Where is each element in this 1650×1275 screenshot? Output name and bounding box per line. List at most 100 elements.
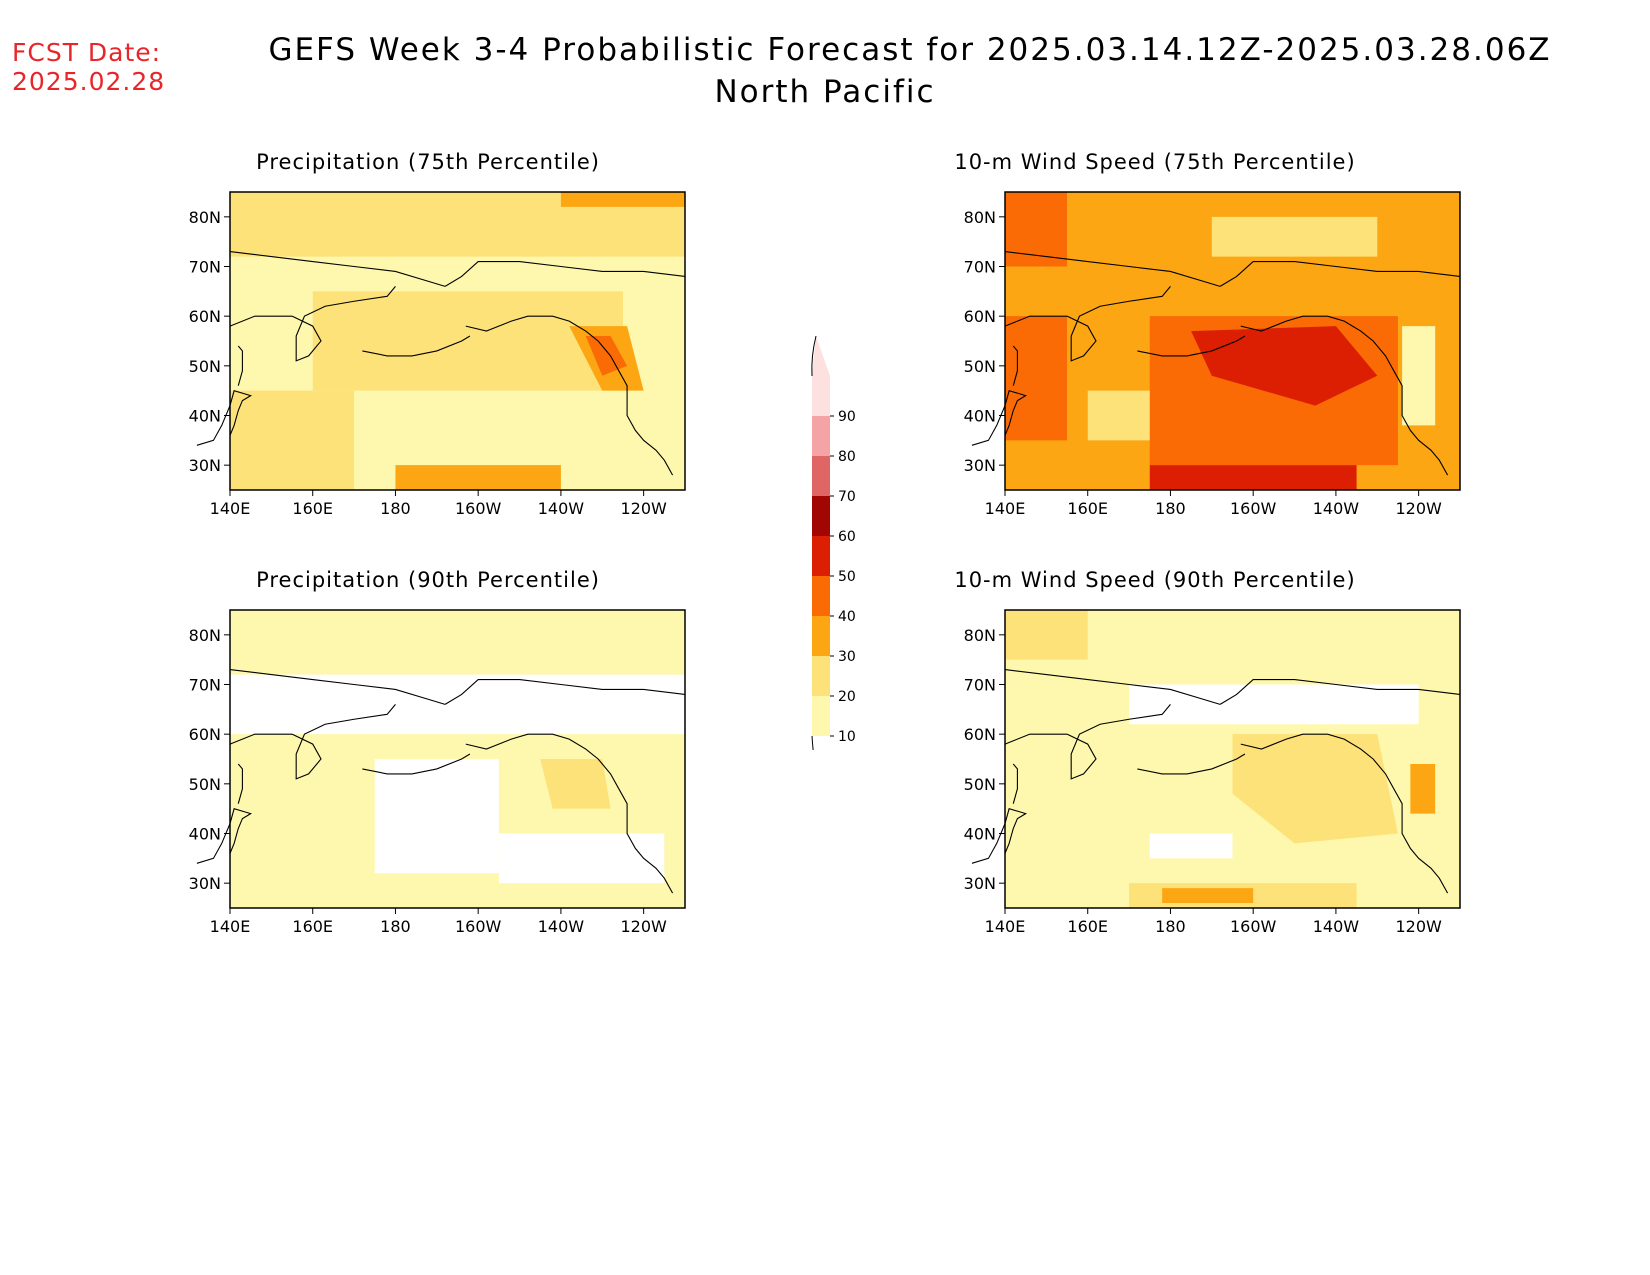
coastline (1219, 260, 1461, 287)
lat-tick-label: 80N (189, 208, 221, 227)
coastline (1004, 733, 1068, 745)
colorbar-label: 70 (838, 489, 856, 505)
lat-tick-label: 50N (189, 357, 221, 376)
lat-tick-label: 40N (189, 407, 221, 426)
lat-tick-label: 60N (964, 725, 996, 744)
contour-patch (1211, 216, 1378, 257)
map-wind-75: 80N 70N 60N 50N 40N 30N 140E 160E 180 160W 140W 120… (964, 191, 1461, 518)
coastline (971, 389, 1028, 446)
contour-patch (585, 336, 628, 376)
lat-tick-label: 30N (964, 874, 996, 893)
map-wind-90: 80N 70N 60N 50N 40N 30N 140E 160E 180 160W 140W 120… (964, 609, 1461, 936)
colorbar-label: 30 (838, 649, 856, 665)
lat-tick-label: 70N (189, 258, 221, 277)
coastline (229, 315, 293, 327)
contour-patch (1005, 610, 1088, 660)
coastline (444, 678, 686, 705)
lat-tick-label: 60N (964, 307, 996, 326)
contour-patch (230, 724, 375, 834)
lat-tick-label: 40N (964, 407, 996, 426)
lat-tick-label: 70N (964, 676, 996, 695)
colorbar-segment (812, 656, 830, 696)
colorbar-label: 40 (838, 609, 856, 625)
lon-tick-label: 180 (380, 917, 411, 936)
lon-tick-label: 180 (380, 499, 411, 518)
contour-patch (1410, 763, 1436, 814)
coastline (1004, 315, 1068, 327)
coastline (618, 788, 674, 894)
coastline (1393, 788, 1449, 894)
coastline (291, 286, 396, 362)
lat-tick-label: 70N (964, 258, 996, 277)
contour-patch (1005, 192, 1068, 267)
map-fill (1005, 192, 1460, 490)
colorbar-segment (812, 696, 830, 736)
lat-tick-label: 70N (189, 676, 221, 695)
lon-tick-label: 160W (455, 917, 502, 936)
lat-tick-label: 60N (189, 307, 221, 326)
lon-tick-label: 140E (985, 917, 1026, 936)
contour-patch (1232, 734, 1398, 844)
coastline (196, 389, 253, 446)
coastline (971, 807, 1028, 864)
map-fill (230, 192, 685, 490)
coastline (1137, 335, 1246, 357)
contour-patch (540, 759, 611, 809)
coastline (1240, 733, 1395, 790)
colorbar-label: 10 (838, 729, 856, 745)
coastline (465, 733, 620, 790)
title-line: GEFS Week 3-4 Probabilistic Forecast for… (268, 32, 1552, 68)
coastline (362, 753, 471, 775)
coastline (1004, 251, 1221, 287)
map-precip-75: 80N 70N 60N 50N 40N 30N 140E 160E 180 160W 140W 120… (189, 191, 686, 518)
contour-patch (1191, 326, 1378, 406)
fcst-date: 2025.02.28 (12, 67, 166, 96)
contour-patch (312, 291, 623, 391)
page-title: GEFS Week 3-4 Probabilistic Forecast for… (0, 32, 1650, 110)
lon-tick-label: 140W (1313, 917, 1360, 936)
contour-patch (230, 390, 355, 490)
contour-patch (395, 465, 561, 490)
lon-tick-label: 120W (1395, 499, 1442, 518)
lat-tick-label: 50N (964, 775, 996, 794)
colorbar-label: 60 (838, 529, 856, 545)
colorbar-label: 20 (838, 689, 856, 705)
lat-tick-label: 30N (189, 456, 221, 475)
lat-tick-label: 40N (964, 825, 996, 844)
map-fill (1005, 610, 1460, 908)
contour-patch (333, 883, 541, 908)
lat-tick-label: 50N (189, 775, 221, 794)
lon-tick-label: 140W (538, 499, 585, 518)
lon-tick-label: 180 (1155, 499, 1186, 518)
colorbar-cap-top (812, 336, 830, 376)
colorbar-label: 80 (838, 449, 856, 465)
coastline (237, 763, 243, 804)
coastline (1137, 753, 1246, 775)
contour-patch (1005, 316, 1068, 441)
fcst-label: FCST Date: (12, 38, 162, 67)
map-fill (230, 610, 685, 908)
lat-tick-label: 40N (189, 825, 221, 844)
lon-tick-label: 160W (1230, 917, 1277, 936)
panel-title-wind-90: 10-m Wind Speed (90th Percentile) (954, 568, 1356, 592)
coastline (1066, 704, 1171, 780)
lon-tick-label: 140W (1313, 499, 1360, 518)
forecast-date-label: FCST Date: 2025.02.28 (12, 38, 165, 96)
panel-title-precip-90: Precipitation (90th Percentile) (256, 568, 600, 592)
coastline (1240, 315, 1395, 372)
coastline (1012, 345, 1018, 386)
coastline (1004, 669, 1221, 705)
coastline (362, 335, 471, 357)
coastline (237, 345, 243, 386)
lon-tick-label: 160E (1067, 917, 1108, 936)
coastline (444, 260, 686, 287)
contour-patch (1149, 465, 1357, 490)
coastline (229, 733, 293, 745)
below-threshold-area (374, 759, 499, 874)
below-threshold-area (1149, 833, 1233, 859)
lat-tick-label: 60N (189, 725, 221, 744)
map-frame (1004, 609, 1461, 909)
colorbar-segment (812, 376, 830, 416)
panel-title-precip-75: Precipitation (75th Percentile) (256, 150, 600, 174)
below-threshold-area (1129, 684, 1419, 725)
